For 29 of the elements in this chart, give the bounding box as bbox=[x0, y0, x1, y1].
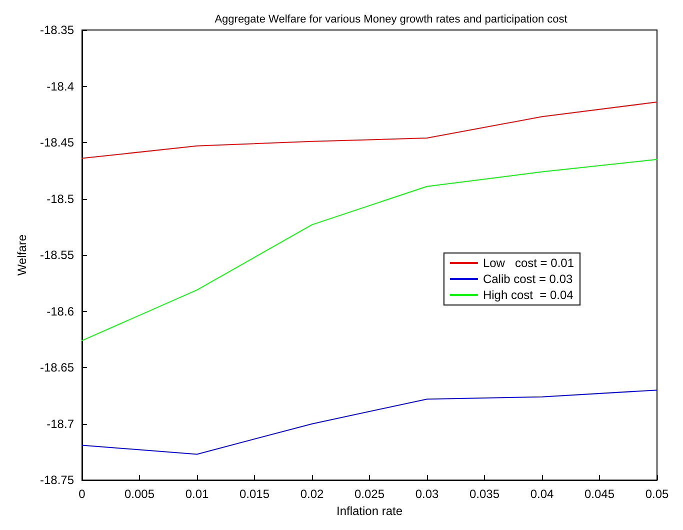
x-tick-label: 0.005 bbox=[124, 487, 155, 502]
x-tick-label: 0.035 bbox=[469, 487, 500, 502]
legend-label: Low cost = 0.01 bbox=[482, 256, 574, 270]
x-tick-label: 0.05 bbox=[645, 487, 669, 502]
line-series bbox=[82, 158, 658, 342]
y-axis-title: Welfare bbox=[15, 234, 29, 276]
x-axis-title: Inflation rate bbox=[336, 504, 403, 518]
y-tick-label: -18.6 bbox=[46, 304, 74, 318]
y-tick-label: -18.75 bbox=[40, 473, 74, 488]
y-tick-label: -18.55 bbox=[40, 248, 74, 262]
y-tick-label: -18.4 bbox=[46, 79, 74, 94]
x-tick-label: 0.045 bbox=[584, 487, 615, 502]
y-tick-label: -18.45 bbox=[40, 136, 74, 150]
legend-label: Calib cost = 0.03 bbox=[482, 272, 573, 286]
y-tick-label: -18.35 bbox=[40, 23, 74, 37]
legend-label: High cost = 0.04 bbox=[482, 288, 574, 302]
x-tick-label: 0 bbox=[78, 487, 86, 502]
y-tick-label: -18.7 bbox=[46, 416, 74, 431]
line-series bbox=[82, 102, 658, 159]
x-tick-label: 0.025 bbox=[354, 487, 385, 502]
line-series bbox=[82, 390, 658, 455]
x-tick-label: 0.01 bbox=[185, 487, 209, 502]
x-tick-label: 0.02 bbox=[300, 487, 324, 502]
x-tick-label: 0.04 bbox=[530, 487, 554, 502]
y-tick-label: -18.5 bbox=[46, 192, 74, 206]
chart-title: Aggregate Welfare for various Money growth rates and participation cost bbox=[214, 14, 568, 26]
y-tick-label: -18.65 bbox=[40, 360, 74, 375]
x-tick-label: 0.015 bbox=[239, 487, 270, 502]
x-tick-label: 0.03 bbox=[415, 487, 439, 502]
